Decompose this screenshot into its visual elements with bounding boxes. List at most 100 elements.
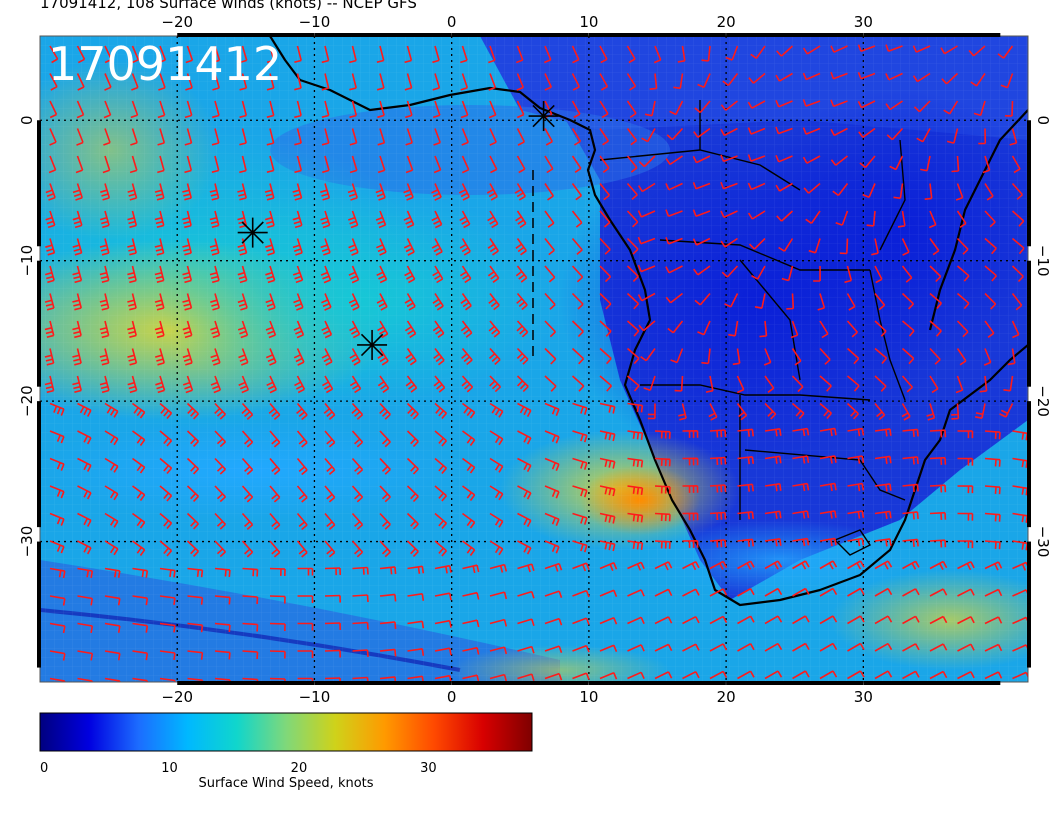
wind-barb: [185, 73, 193, 91]
wind-barb: [641, 128, 656, 143]
wind-barb: [296, 430, 308, 448]
wind-barb: [819, 455, 837, 464]
coastline: [269, 36, 1028, 607]
wind-barb: [293, 293, 304, 311]
wind-barb: [886, 127, 904, 141]
wind-barb: [627, 485, 644, 496]
wind-barb: [926, 403, 936, 421]
wind-barb: [802, 127, 821, 135]
wind-barb: [955, 375, 964, 394]
wind-barb: [155, 375, 166, 394]
wind-barb: [847, 510, 865, 519]
wind-barb: [489, 512, 504, 528]
wind-barb: [544, 540, 560, 554]
wind-barb: [434, 430, 448, 447]
wind-barb: [599, 128, 610, 146]
wind-barb: [1011, 155, 1021, 174]
wind-barb: [692, 155, 711, 164]
wind-barb: [627, 616, 645, 625]
wind-barb: [669, 100, 684, 116]
wind-barb: [154, 320, 165, 339]
wind-barb: [348, 293, 360, 311]
wind-barb: [572, 562, 590, 572]
wind-barb: [736, 403, 748, 421]
wind-barb: [970, 73, 986, 87]
wind-barb: [572, 672, 590, 680]
wind-barb: [104, 430, 119, 446]
wind-barb: [237, 210, 248, 229]
wind-barb: [462, 485, 476, 501]
wind-barb: [764, 402, 777, 420]
wind-barb: [132, 512, 146, 529]
wind-barb: [792, 427, 810, 437]
wind-barb: [72, 265, 83, 284]
wind-barb: [186, 430, 199, 447]
wind-barb: [214, 485, 226, 503]
wind-barb: [647, 403, 656, 420]
wind-barb: [99, 348, 110, 366]
wind-barb: [844, 265, 853, 284]
wind-barb: [324, 540, 336, 558]
wind-barb: [839, 238, 849, 255]
wind-barb: [637, 264, 656, 273]
wind-barb: [320, 265, 332, 284]
wind-barb: [462, 674, 480, 682]
wind-barb: [488, 73, 497, 91]
wind-barb: [461, 347, 473, 366]
wind-barb: [957, 588, 975, 597]
wind-barb: [792, 615, 810, 625]
wind-barb: [599, 292, 612, 310]
wind-barb: [187, 595, 204, 605]
wind-barb: [984, 561, 1003, 571]
wind-barb: [654, 643, 673, 652]
wind-barb: [720, 181, 738, 190]
wind-barb: [901, 375, 914, 393]
wind-barb: [349, 155, 358, 174]
wind-barb: [737, 615, 755, 625]
wind-barb: [544, 265, 556, 283]
wind-barb: [627, 457, 644, 468]
wind-barb: [792, 560, 810, 570]
wind-barb: [214, 512, 226, 530]
wind-barb: [997, 45, 1014, 59]
wind-barb: [157, 100, 166, 119]
wind-barb: [874, 587, 893, 597]
wind-barb: [241, 430, 254, 448]
wind-barb: [819, 615, 838, 625]
wind-barb: [242, 650, 259, 660]
wind-barb: [736, 375, 745, 394]
wind-barb: [403, 238, 415, 256]
wind-barb: [348, 265, 360, 284]
wind-barb: [709, 588, 728, 597]
wind-barb: [214, 430, 226, 448]
wind-barb: [1011, 237, 1025, 255]
wind-barb: [351, 540, 364, 558]
wind-barb: [72, 293, 82, 311]
wind-barb: [209, 210, 220, 228]
wind-barb: [297, 677, 314, 682]
wind-barb: [48, 155, 57, 174]
wind-barb: [297, 650, 314, 658]
wind-barb: [269, 622, 286, 632]
wind-barb: [747, 127, 766, 135]
wind-barb: [405, 348, 417, 366]
wind-barb: [214, 402, 226, 420]
wind-barb: [654, 616, 673, 625]
wind-barb: [643, 375, 656, 391]
wind-barb: [132, 402, 146, 419]
wind-barb: [792, 587, 810, 597]
wind-barb: [104, 622, 121, 633]
wind-barb: [186, 402, 199, 420]
wind-barb: [294, 128, 302, 146]
wind-barb: [627, 402, 644, 413]
wind-barb: [874, 428, 892, 437]
wind-barb: [269, 457, 281, 476]
wind-barb: [321, 320, 333, 339]
wind-barb: [599, 402, 616, 414]
wind-barb: [49, 100, 58, 119]
wind-barb: [901, 238, 910, 256]
wind-barb: [242, 677, 259, 682]
wind-barb: [351, 402, 364, 420]
wind-barb: [857, 72, 876, 80]
wind-barb: [403, 183, 414, 201]
